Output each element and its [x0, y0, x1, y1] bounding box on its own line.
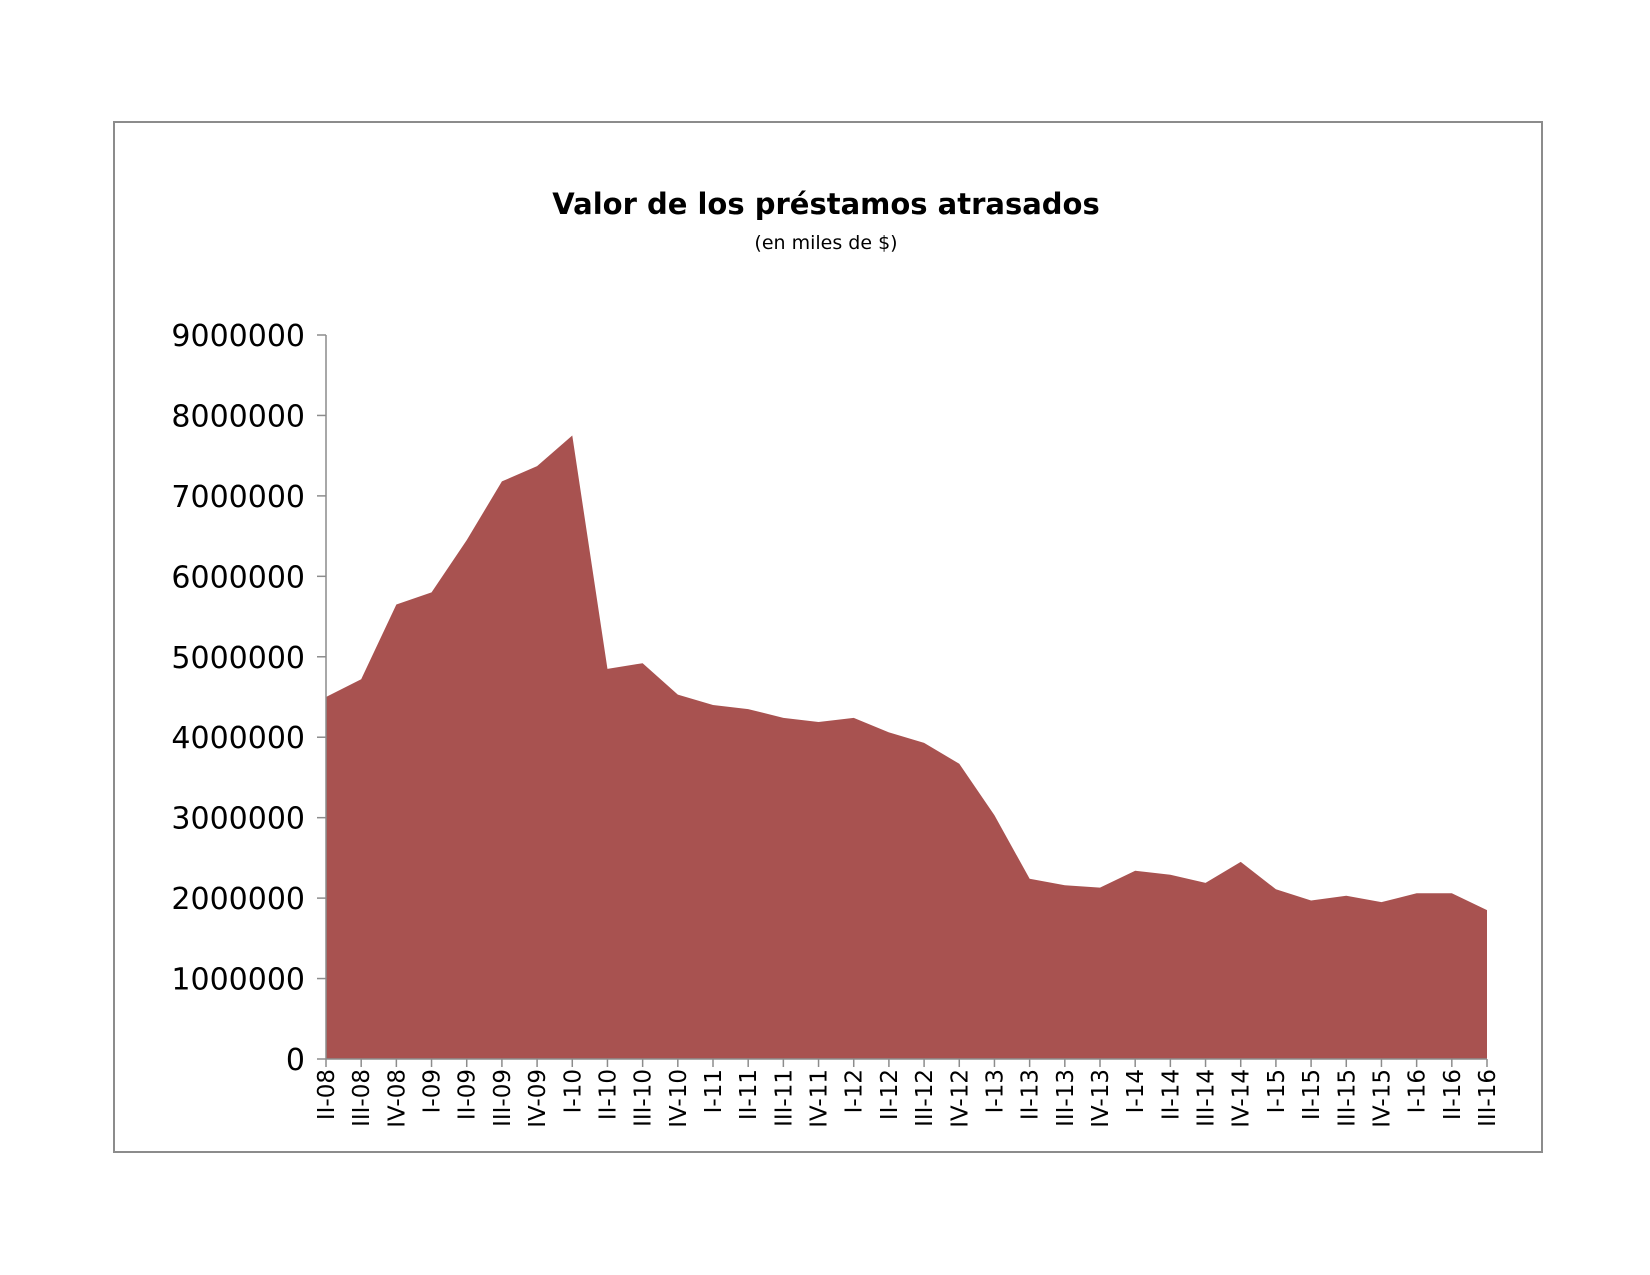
- chart-subtitle: (en miles de $): [754, 232, 897, 254]
- x-tick-label: I-14: [1123, 1069, 1149, 1113]
- x-tick-label: III-12: [912, 1069, 938, 1127]
- x-tick-label: I-16: [1405, 1069, 1431, 1113]
- x-tick-label: II-15: [1299, 1069, 1325, 1120]
- y-tick-label: 9000000: [171, 319, 305, 354]
- x-tick-label: I-10: [560, 1069, 586, 1113]
- x-tick-label: III-10: [631, 1069, 657, 1127]
- x-tick-label: IV-14: [1229, 1069, 1255, 1128]
- x-axis: II-08 III-08 IV-08 I-09 II-09 III-09 IV-09 I-10…: [314, 1058, 1501, 1128]
- x-tick-label: I-12: [842, 1069, 868, 1113]
- x-tick-label: III-09: [490, 1069, 516, 1127]
- x-tick-label: II-11: [736, 1069, 762, 1120]
- x-tick-label: I-09: [420, 1069, 446, 1113]
- x-tick-label: IV-08: [384, 1069, 410, 1128]
- x-tick-label: II-14: [1158, 1069, 1184, 1120]
- x-tick-label: I-15: [1264, 1069, 1290, 1113]
- chart-title: Valor de los préstamos atrasados: [552, 187, 1099, 221]
- x-tick-label: IV-15: [1369, 1069, 1395, 1128]
- y-tick-label: 7000000: [171, 480, 305, 515]
- x-tick-label: III-16: [1475, 1069, 1501, 1127]
- x-tick-label: II-10: [595, 1069, 621, 1120]
- x-tick-label: II-09: [455, 1069, 481, 1120]
- y-axis: 0 1000000 2000000 3000000 4000000 5000000 6000…: [171, 319, 327, 1078]
- y-tick-label: 2000000: [171, 882, 305, 917]
- x-tick-label: I-11: [701, 1069, 727, 1113]
- x-tick-label: I-13: [982, 1069, 1008, 1113]
- x-tick-label: IV-11: [807, 1069, 833, 1128]
- x-tick-label: IV-12: [947, 1069, 973, 1128]
- x-tick-label: III-08: [349, 1069, 375, 1127]
- x-tick-label: II-13: [1018, 1069, 1044, 1120]
- y-tick-label: 0: [286, 1043, 305, 1078]
- y-tick-label: 4000000: [171, 721, 305, 756]
- plot-area: [326, 435, 1487, 1059]
- x-tick-label: IV-10: [666, 1069, 692, 1128]
- y-tick-label: 6000000: [171, 560, 305, 595]
- area-series: [326, 435, 1487, 1059]
- x-tick-label: IV-13: [1088, 1069, 1114, 1128]
- x-tick-label: II-12: [877, 1069, 903, 1120]
- y-tick-label: 3000000: [171, 802, 305, 837]
- y-tick-label: 5000000: [171, 641, 305, 676]
- y-tick-label: 1000000: [171, 963, 305, 998]
- y-tick-label: 8000000: [171, 399, 305, 434]
- x-tick-label: III-15: [1334, 1069, 1360, 1127]
- x-tick-label: III-11: [771, 1069, 797, 1127]
- x-tick-label: III-13: [1053, 1069, 1079, 1127]
- x-tick-label: II-08: [314, 1069, 340, 1120]
- x-tick-label: II-16: [1440, 1069, 1466, 1120]
- chart-frame: Valor de los préstamos atrasados (en mil…: [113, 121, 1543, 1153]
- x-tick-label: IV-09: [525, 1069, 551, 1128]
- x-tick-label: III-14: [1194, 1069, 1220, 1127]
- chart: Valor de los préstamos atrasados (en mil…: [171, 187, 1501, 1128]
